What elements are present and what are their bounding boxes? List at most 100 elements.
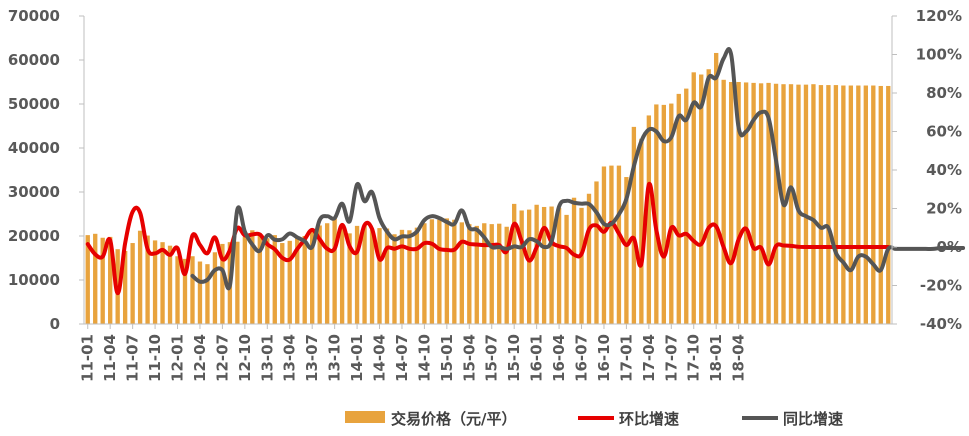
- right-tick-label: 40%: [926, 161, 962, 179]
- price-bar: [257, 233, 262, 324]
- x-tick-label: 11-10: [146, 334, 164, 382]
- price-bar: [377, 228, 382, 324]
- x-tick-label: 17-10: [685, 334, 703, 382]
- x-tick-label: 15-01: [438, 334, 456, 382]
- price-bar: [474, 225, 479, 324]
- right-tick-label: 20%: [926, 200, 962, 218]
- left-tick-label: 60000: [8, 51, 60, 69]
- price-bar: [646, 115, 652, 324]
- price-bar: [871, 85, 876, 325]
- price-bar: [624, 177, 629, 324]
- price-bar: [354, 225, 360, 324]
- price-bar: [422, 223, 427, 324]
- price-bar: [811, 84, 816, 324]
- price-bar: [347, 233, 352, 324]
- x-tick-label: 16-01: [528, 334, 546, 382]
- price-bar: [699, 74, 704, 325]
- x-tick-label: 15-07: [483, 334, 501, 382]
- x-tick-label: 15-04: [460, 334, 478, 382]
- legend-mom-label: 环比增速: [619, 410, 679, 428]
- price-bar: [833, 85, 839, 324]
- price-bar: [803, 84, 809, 324]
- price-bar: [272, 235, 277, 324]
- price-bar: [295, 237, 300, 324]
- price-bar: [743, 82, 749, 324]
- price-bar: [706, 69, 711, 325]
- x-tick-label: 16-10: [595, 334, 613, 382]
- x-tick-label: 13-01: [258, 334, 276, 382]
- price-bar: [594, 181, 599, 324]
- right-tick-label: 80%: [926, 84, 962, 102]
- price-bar: [324, 223, 330, 324]
- price-bar: [369, 229, 375, 324]
- price-bar: [489, 224, 494, 324]
- yoy-growth-line: [190, 47, 966, 291]
- price-bar: [100, 237, 105, 324]
- price-bar: [691, 72, 696, 324]
- price-bar: [684, 88, 689, 324]
- left-tick-label: 70000: [8, 7, 60, 25]
- price-bar: [886, 85, 891, 325]
- price-bar: [758, 83, 764, 324]
- right-tick-label: 0%: [937, 238, 962, 256]
- price-bar: [848, 85, 854, 325]
- price-bar: [826, 85, 831, 324]
- price-bar: [317, 225, 322, 324]
- price-bar: [235, 241, 240, 324]
- price-bar: [586, 193, 592, 324]
- price-bar: [721, 79, 726, 324]
- price-bar: [856, 85, 861, 325]
- x-tick-label: 17-07: [662, 334, 680, 382]
- right-tick-label: 60%: [926, 123, 962, 141]
- price-bar: [205, 264, 210, 324]
- legend: 交易价格（元/平） 环比增速 同比增速: [345, 410, 843, 428]
- legend-price-swatch: [345, 411, 385, 423]
- price-bar: [212, 252, 218, 324]
- price-bar: [676, 93, 681, 324]
- price-bar: [130, 243, 135, 324]
- price-bar: [736, 82, 741, 324]
- price-bar: [482, 223, 487, 324]
- x-tick-label: 11-04: [101, 334, 119, 382]
- left-tick-label: 10000: [8, 271, 60, 289]
- price-bar: [332, 217, 337, 324]
- price-bar: [85, 235, 90, 324]
- price-bar: [579, 207, 584, 324]
- x-tick-label: 18-01: [707, 334, 725, 382]
- price-bar: [459, 222, 464, 324]
- price-bar: [122, 250, 128, 324]
- price-bar: [497, 223, 502, 324]
- x-tick-label: 12-01: [169, 334, 187, 382]
- price-bar: [549, 206, 554, 324]
- price-bar: [766, 82, 771, 324]
- x-tick-label: 18-04: [730, 334, 748, 382]
- price-bar: [414, 227, 420, 324]
- price-bar: [175, 256, 180, 324]
- price-bar: [504, 226, 509, 324]
- price-bar: [93, 233, 98, 324]
- price-bar: [362, 225, 367, 324]
- price-bar: [444, 218, 450, 324]
- price-bar: [631, 126, 637, 324]
- x-tick-label: 13-07: [303, 334, 321, 382]
- left-tick-label: 50000: [8, 95, 60, 113]
- price-bar: [556, 207, 562, 324]
- price-bar: [399, 229, 405, 324]
- price-bar: [654, 104, 659, 324]
- price-bar: [310, 230, 315, 324]
- price-bar: [160, 242, 165, 324]
- price-bar: [534, 204, 539, 324]
- x-tick-label: 15-10: [505, 334, 523, 382]
- price-bar: [571, 197, 577, 324]
- x-tick-label: 16-07: [573, 334, 591, 382]
- price-bar: [339, 225, 345, 324]
- price-bar: [541, 206, 547, 324]
- price-bar: [661, 104, 666, 324]
- x-tick-label: 14-07: [393, 334, 411, 382]
- x-tick-label: 13-04: [281, 334, 299, 382]
- x-tick-label: 12-07: [213, 334, 231, 382]
- x-tick-label: 14-10: [415, 334, 433, 382]
- right-tick-label: 100%: [916, 46, 962, 64]
- left-tick-label: 40000: [8, 139, 60, 157]
